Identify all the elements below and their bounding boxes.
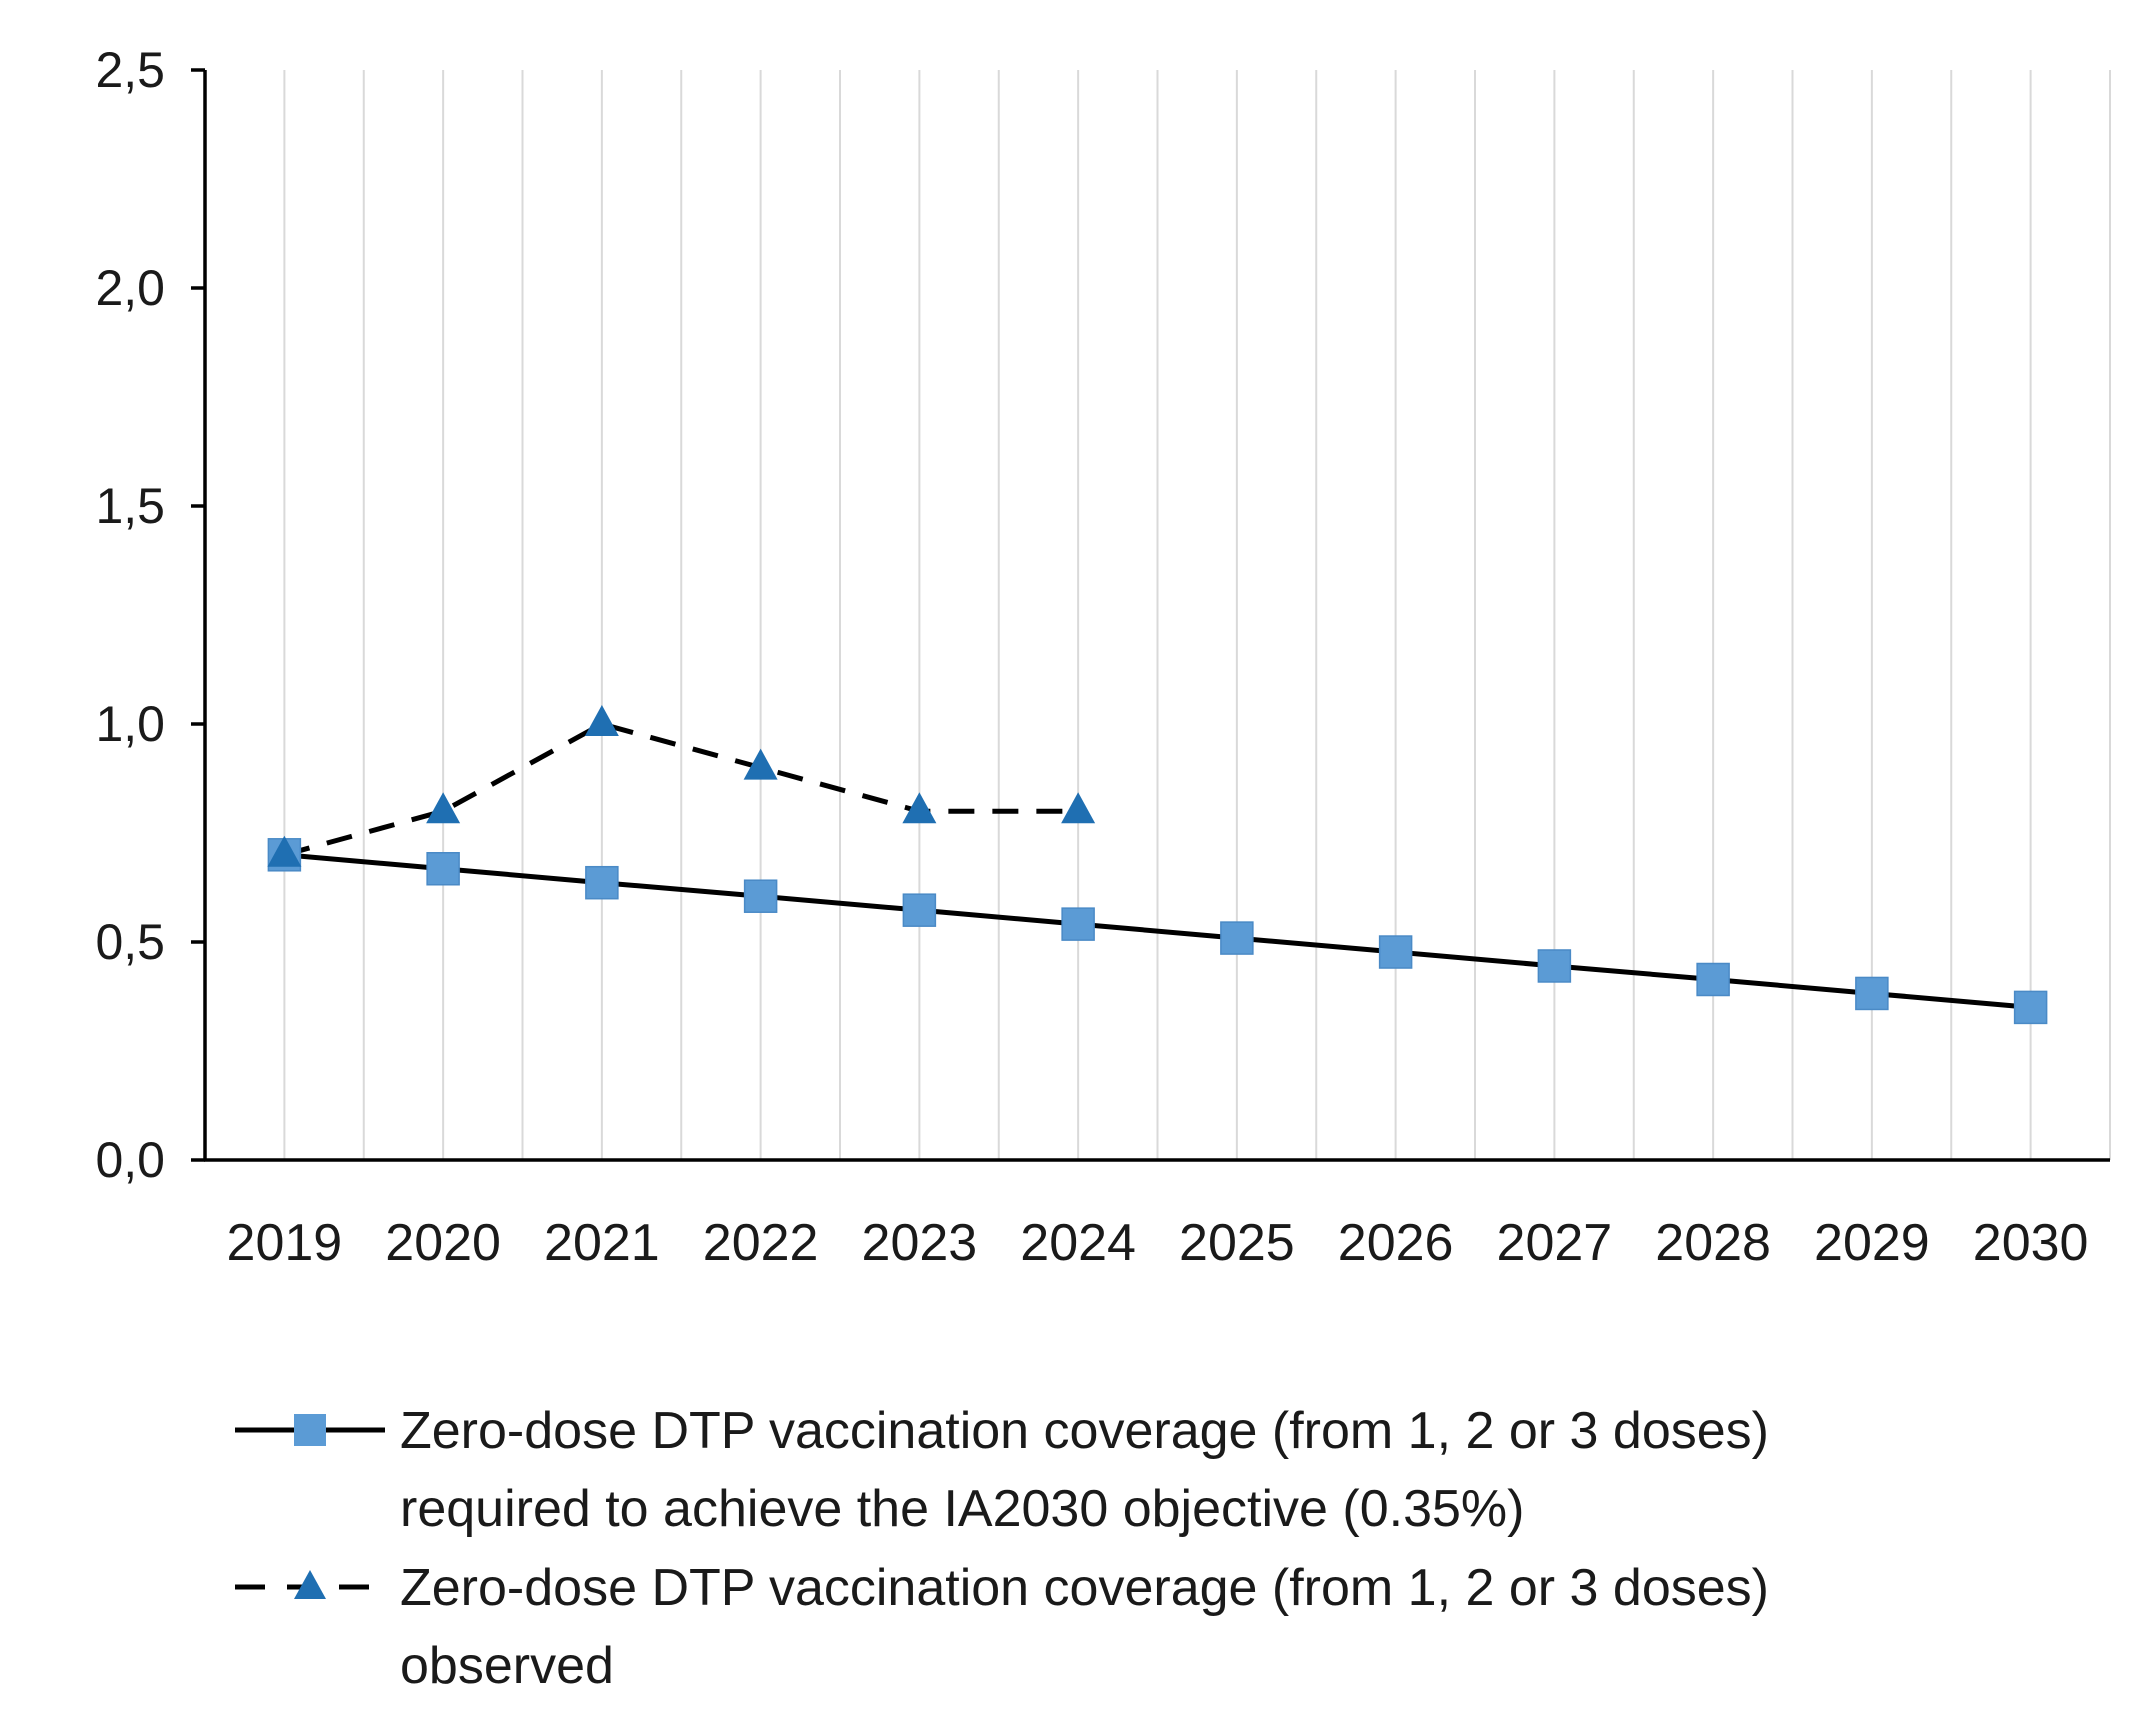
axes <box>203 70 2110 1162</box>
data-point-observed <box>426 792 461 824</box>
legend-marker-observed <box>294 1570 326 1599</box>
data-point-required <box>743 879 778 913</box>
y-axis-ticks: 0,0 0,5 1,0 1,5 2,0 2,5 <box>95 42 205 1188</box>
data-point-required <box>1061 907 1095 941</box>
x-tick-label: 2022 <box>703 1214 819 1272</box>
gridlines <box>283 70 2111 1160</box>
series-lines <box>283 721 2031 1010</box>
x-tick-label: 2029 <box>1814 1214 1930 1272</box>
series-markers <box>267 705 2048 1025</box>
data-point-observed <box>1061 792 1096 824</box>
legend-label-observed: observed <box>400 1637 614 1695</box>
data-point-required <box>1378 935 1413 969</box>
x-tick-label: 2026 <box>1338 1214 1454 1272</box>
x-tick-label: 2028 <box>1655 1214 1771 1272</box>
x-tick-label: 2021 <box>544 1214 660 1272</box>
data-point-observed <box>584 705 619 736</box>
y-tick-label: 2,5 <box>95 42 165 98</box>
x-tick-label: 2020 <box>385 1214 501 1272</box>
x-tick-label: 2019 <box>227 1214 343 1272</box>
data-point-observed <box>267 835 302 867</box>
data-point-required <box>2013 990 2048 1025</box>
x-tick-label: 2023 <box>862 1214 978 1272</box>
data-point-required <box>1220 921 1254 955</box>
data-point-required <box>1855 976 1889 1011</box>
legend-label-required: required to achieve the IA2030 objective… <box>400 1480 1524 1538</box>
y-tick-label: 1,5 <box>95 478 165 534</box>
y-tick-label: 0,5 <box>95 914 165 970</box>
y-tick-label: 2,0 <box>95 260 165 316</box>
data-point-required <box>1696 962 1730 997</box>
legend-marker-required <box>294 1414 326 1446</box>
x-tick-label: 2024 <box>1020 1214 1136 1272</box>
data-point-required <box>585 865 619 900</box>
data-point-observed <box>743 748 778 780</box>
data-point-required <box>426 852 460 886</box>
legend-label-required: Zero-dose DTP vaccination coverage (from… <box>400 1402 1769 1460</box>
series-line-observed <box>283 721 1079 858</box>
y-tick-label: 1,0 <box>95 696 165 752</box>
y-tick-label: 0,0 <box>95 1132 165 1188</box>
x-tick-label: 2027 <box>1497 1214 1613 1272</box>
legend-label-observed: Zero-dose DTP vaccination coverage (from… <box>400 1559 1769 1617</box>
data-point-required <box>1537 949 1572 983</box>
x-axis-ticks: 2019 2020 2021 2022 2023 2024 2025 2026 2027 2028… <box>227 1214 2089 1272</box>
data-point-observed <box>902 792 937 824</box>
series-line-required <box>284 852 2031 1010</box>
x-tick-label: 2025 <box>1179 1214 1295 1272</box>
legend: Zero-dose DTP vaccination coverage (from… <box>235 1402 1769 1695</box>
data-point-required <box>902 893 937 927</box>
x-tick-label: 2030 <box>1973 1214 2089 1272</box>
